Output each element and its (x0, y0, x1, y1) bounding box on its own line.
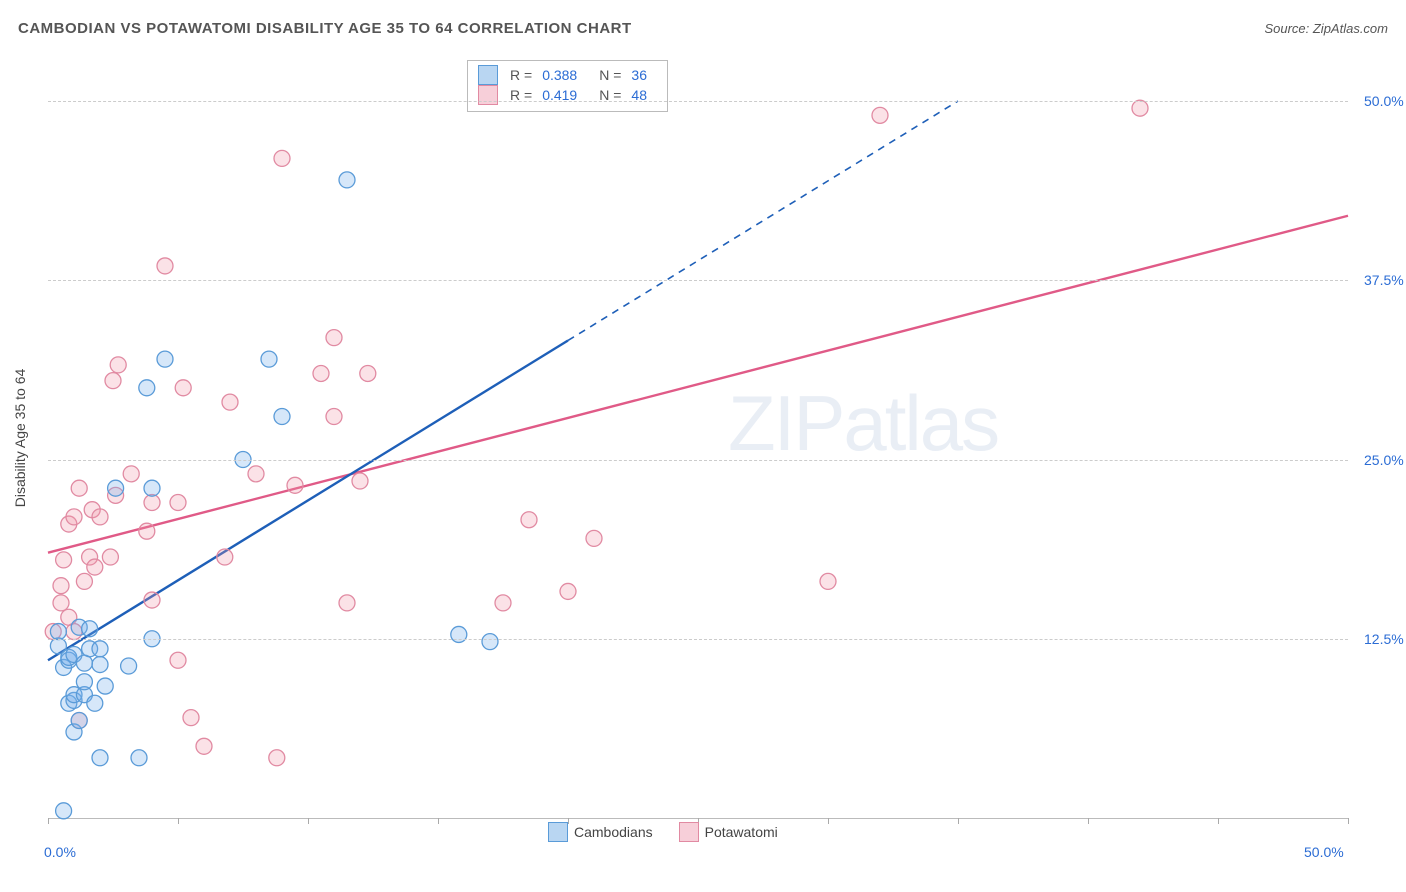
plot-region: ZIPatlas R = 0.388 N = 36 R = 0.419 N = … (48, 58, 1348, 819)
x-tick (828, 818, 829, 824)
y-tick-label: 12.5% (1364, 631, 1404, 647)
y-tick-label: 37.5% (1364, 272, 1404, 288)
legend-swatch-potawatomi (679, 822, 699, 842)
chart-area: Disability Age 35 to 64 ZIPatlas R = 0.3… (48, 58, 1388, 840)
legend-item-potawatomi: Potawatomi (679, 822, 778, 842)
x-tick (1088, 818, 1089, 824)
legend-swatch-cambodians (548, 822, 568, 842)
y-tick-label: 25.0% (1364, 452, 1404, 468)
n-cambodians: 36 (631, 67, 647, 83)
y-axis-label: Disability Age 35 to 64 (12, 369, 28, 508)
source-attribution: Source: ZipAtlas.com (1264, 21, 1388, 36)
gridline (48, 101, 1348, 102)
x-tick (48, 818, 49, 824)
gridline (48, 280, 1348, 281)
x-tick-label: 50.0% (1304, 844, 1344, 860)
gridline (48, 639, 1348, 640)
x-tick (308, 818, 309, 824)
y-tick-label: 50.0% (1364, 93, 1404, 109)
chart-title: CAMBODIAN VS POTAWATOMI DISABILITY AGE 3… (18, 20, 632, 37)
r-cambodians: 0.388 (542, 67, 577, 83)
gridline (48, 460, 1348, 461)
stats-legend: R = 0.388 N = 36 R = 0.419 N = 48 (467, 60, 668, 112)
x-tick (1218, 818, 1219, 824)
x-tick (1348, 818, 1349, 824)
swatch-cambodians (478, 65, 498, 85)
stats-row-cambodians: R = 0.388 N = 36 (478, 65, 657, 85)
legend-item-cambodians: Cambodians (548, 822, 653, 842)
x-tick (438, 818, 439, 824)
x-tick-label: 0.0% (44, 844, 76, 860)
plot-svg (48, 58, 1348, 818)
x-tick (178, 818, 179, 824)
series-legend: Cambodians Potawatomi (548, 822, 778, 842)
x-tick (958, 818, 959, 824)
